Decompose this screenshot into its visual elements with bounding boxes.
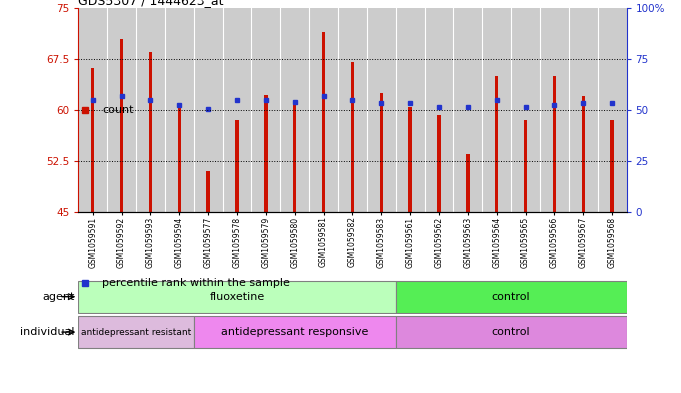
Bar [91, 68, 95, 212]
Bar [379, 93, 383, 212]
Bar [466, 154, 470, 212]
Text: control: control [492, 327, 530, 337]
Text: antidepressant resistant: antidepressant resistant [81, 328, 191, 336]
Text: GDS5307 / 1444623_at: GDS5307 / 1444623_at [78, 0, 224, 7]
Bar [424, 8, 454, 212]
Bar [540, 8, 569, 212]
Bar [482, 8, 511, 212]
Bar [396, 8, 424, 212]
Bar [495, 76, 498, 212]
Bar [107, 8, 136, 212]
Bar [206, 171, 210, 212]
Bar [437, 115, 441, 212]
Text: antidepressant responsive: antidepressant responsive [221, 327, 368, 337]
Bar [511, 8, 540, 212]
Bar [193, 8, 223, 212]
Bar [235, 119, 239, 212]
Bar [264, 95, 268, 212]
Bar [148, 52, 152, 212]
Bar [367, 8, 396, 212]
Bar [136, 8, 165, 212]
Bar [120, 39, 123, 212]
Bar [78, 316, 193, 348]
Bar [396, 316, 627, 348]
Bar [598, 8, 627, 212]
Bar [193, 316, 396, 348]
Bar [165, 8, 193, 212]
Bar [78, 8, 107, 212]
Bar [178, 103, 181, 212]
Text: count: count [102, 105, 133, 115]
Text: percentile rank within the sample: percentile rank within the sample [102, 278, 290, 288]
Bar [223, 8, 251, 212]
Bar [582, 96, 585, 212]
Bar [293, 104, 296, 212]
Text: individual: individual [20, 327, 75, 337]
Bar [569, 8, 598, 212]
Text: fluoxetine: fluoxetine [209, 292, 265, 302]
Bar [281, 8, 309, 212]
Bar [524, 120, 527, 212]
Bar [553, 76, 556, 212]
Text: agent: agent [42, 292, 75, 302]
Bar [351, 62, 354, 212]
Bar [251, 8, 281, 212]
Bar [338, 8, 367, 212]
Bar [396, 281, 627, 313]
Bar [322, 32, 326, 212]
Bar [409, 107, 412, 212]
Bar [309, 8, 338, 212]
Bar [78, 281, 396, 313]
Bar [454, 8, 482, 212]
Bar [610, 120, 614, 212]
Text: control: control [492, 292, 530, 302]
